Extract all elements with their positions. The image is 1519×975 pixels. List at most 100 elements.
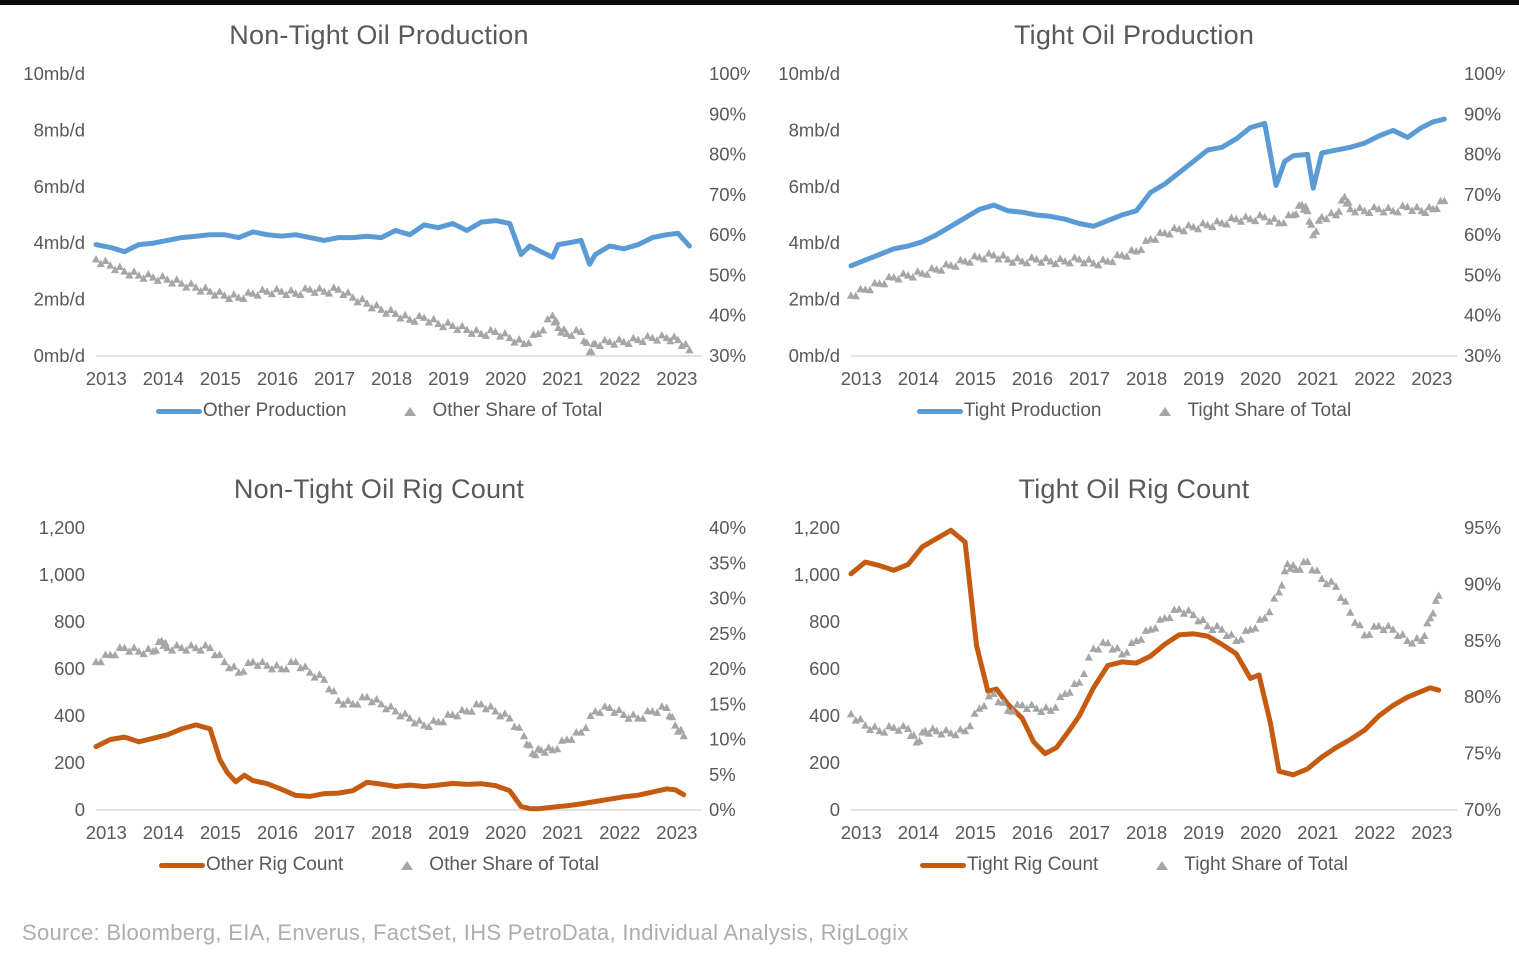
right-axis-tick-label: 25% [709,623,746,644]
right-axis-tick-label: 60% [709,224,746,245]
left-axis-tick-label: 4mb/d [789,232,840,253]
triangle-marker [1079,669,1089,677]
triangle-marker [1122,648,1131,656]
triangle-marker [1117,251,1127,259]
triangle-marker [1113,643,1122,652]
triangle-marker [913,267,922,275]
triangle-marker [144,269,153,278]
triangle-marker [951,262,960,270]
triangle-marker [362,299,372,307]
triangle-marker [1217,625,1226,633]
chart-tight-oil-production: Tight Oil Production 10mb/d 8mb/d 6mb/d 4mb… [763,8,1505,454]
triangle-marker [372,300,381,309]
triangle-marker [458,705,467,714]
triangle-marker [562,329,571,337]
legend-line-marker [159,862,205,868]
triangle-marker [1270,594,1279,602]
chart-title: Tight Oil Production [1013,20,1255,50]
triangle-marker [1165,230,1174,238]
triangle-marker [106,261,115,269]
triangle-marker [144,644,153,652]
triangle-marker [1165,613,1174,621]
triangle-marker [638,714,647,722]
triangle-marker [405,315,414,323]
triangle-marker [481,331,490,339]
triangle-marker [196,287,205,295]
triangle-marker [410,718,419,727]
triangle-marker [619,337,628,346]
left-axis-tick-label: 200 [809,752,840,773]
triangle-marker [458,321,467,330]
triangle-marker [1412,202,1421,211]
triangle-marker [899,721,908,730]
triangle-marker [894,275,903,283]
triangle-marker [619,710,628,718]
right-axis-tick-label: 40% [1464,305,1501,326]
triangle-marker [258,657,267,665]
triangle-marker [1317,212,1326,221]
triangle-marker [120,643,129,652]
triangle-marker [163,643,172,652]
triangle-marker [586,711,595,719]
triangle-marker [329,686,338,695]
triangle-marker [163,275,172,283]
triangle-marker [1046,706,1055,714]
triangle-marker [1184,220,1193,229]
legend-item: Other Share of Total [404,400,602,422]
triangle-marker [1137,245,1146,253]
triangle-marker [1232,214,1241,223]
triangle-marker [305,668,315,676]
triangle-marker [1013,700,1022,708]
triangle-marker [1277,581,1286,589]
left-axis-tick-label: 8mb/d [34,119,85,140]
triangle-marker [956,255,965,264]
triangle-marker [1208,625,1217,633]
triangle-marker [880,279,889,288]
top-border-bar [0,0,1519,5]
x-axis-tick-label: 2021 [1297,368,1338,389]
triangle-marker [220,291,229,299]
triangle-marker [225,294,234,302]
left-axis-tick-label: 400 [809,705,840,726]
triangle-marker [1327,577,1336,585]
triangle-marker [567,735,576,743]
triangle-marker [206,287,215,295]
triangle-marker [1160,228,1169,237]
triangle-marker [980,254,989,263]
left-axis-tick-label: 200 [54,752,85,773]
triangle-marker [581,723,590,732]
legend: Other Production Other Share of Total [8,400,750,422]
triangle-marker [358,294,367,303]
triangle-marker [918,269,927,277]
triangle-marker [1398,630,1407,638]
triangle-marker [884,721,894,730]
triangle-marker [1222,220,1231,228]
triangle-marker [496,332,505,340]
triangle-marker [653,336,662,344]
triangle-marker [220,657,229,666]
left-axis-tick-label: 800 [54,611,85,632]
right-axis-tick-label: 20% [709,658,746,679]
triangle-marker [96,259,105,268]
x-axis-tick-label: 2019 [1183,822,1224,843]
triangle-marker [267,664,276,673]
triangle-marker [177,643,186,652]
legend-item: Other Share of Total [401,854,599,876]
triangle-marker [1051,259,1060,268]
triangle-marker [928,724,937,732]
triangle-marker [615,705,624,714]
triangle-marker [615,335,624,343]
triangle-marker [291,657,300,666]
triangle-marker [1280,566,1289,575]
triangle-marker [1403,636,1412,644]
triangle-marker [1008,707,1017,715]
triangle-marker [405,714,414,722]
chart-title: Non-Tight Oil Production [229,20,529,50]
triangle-marker [201,283,210,291]
triangle-marker [177,279,186,287]
triangle-marker [1434,591,1443,599]
left-axis-tick-label: 10mb/d [23,63,85,84]
triangle-marker [540,748,549,756]
triangle-marker [1374,621,1383,630]
triangle-marker [961,257,970,265]
